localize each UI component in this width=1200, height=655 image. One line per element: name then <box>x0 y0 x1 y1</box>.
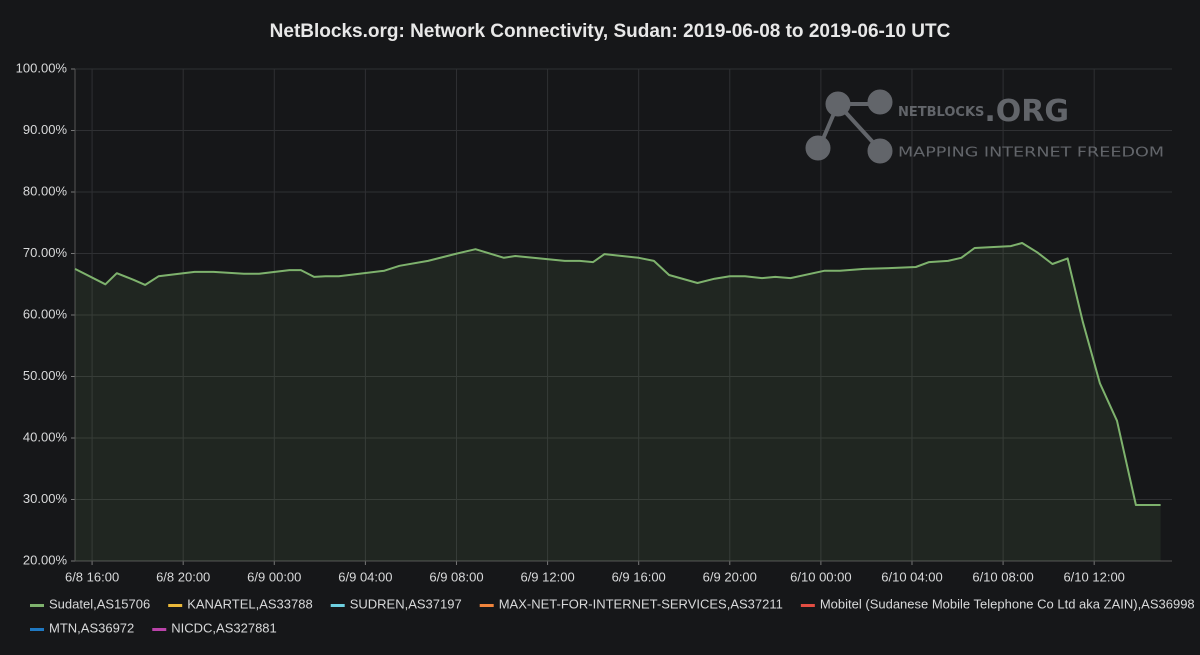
y-tick-label: 20.00% <box>23 552 68 567</box>
legend-swatch <box>800 604 815 607</box>
x-tick-label: 6/9 20:00 <box>703 569 757 584</box>
x-tick-label: 6/10 08:00 <box>972 569 1033 584</box>
watermark-brand: NETBLOCKS.ORG <box>898 94 1069 129</box>
legend-swatch <box>30 604 44 607</box>
x-tick-label: 6/10 00:00 <box>790 569 851 584</box>
chart-title: NetBlocks.org: Network Connectivity, Sud… <box>270 21 951 42</box>
logo-node <box>867 89 893 115</box>
x-tick-label: 6/9 12:00 <box>520 569 574 584</box>
legend-swatch <box>30 628 44 631</box>
logo-node <box>825 91 851 117</box>
logo-node <box>805 135 831 161</box>
series-line <box>74 242 1161 506</box>
watermark-tagline: MAPPING INTERNET FREEDOM <box>898 146 1164 161</box>
watermark-brand-text: NETBLOCKS <box>898 105 984 120</box>
legend-item: NICDC,AS327881 <box>152 620 277 635</box>
x-tick-label: 6/8 20:00 <box>156 569 210 584</box>
x-tick-label: 6/9 16:00 <box>612 569 666 584</box>
legend-item: KANARTEL,AS33788 <box>168 596 313 611</box>
x-tick-label: 6/10 04:00 <box>881 569 942 584</box>
x-tick-label: 6/9 04:00 <box>338 569 392 584</box>
watermark-suffix: .ORG <box>984 94 1069 129</box>
legend-swatch <box>168 604 183 607</box>
legend-item: MAX-NET-FOR-INTERNET-SERVICES,AS37211 <box>479 596 783 611</box>
y-tick-label: 70.00% <box>23 245 68 260</box>
y-tick-label: 90.00% <box>23 122 68 137</box>
legend-label: SUDREN,AS37197 <box>350 596 462 611</box>
legend-item: SUDREN,AS37197 <box>330 596 462 611</box>
legend-item: MTN,AS36972 <box>30 620 134 635</box>
legend-swatch <box>479 604 494 607</box>
legend-item: Mobitel (Sudanese Mobile Telephone Co Lt… <box>800 596 1195 611</box>
legend-swatch <box>330 604 345 607</box>
legend-item: Sudatel,AS15706 <box>30 596 150 611</box>
y-tick-label: 40.00% <box>23 429 68 444</box>
y-tick-label: 80.00% <box>23 183 68 198</box>
legend: Sudatel,AS15706 KANARTEL,AS33788 SUDREN,AS… <box>30 596 1195 635</box>
legend-label: MTN,AS36972 <box>49 620 134 635</box>
y-tick-label: 100.00% <box>16 60 68 75</box>
legend-label: Sudatel,AS15706 <box>49 596 150 611</box>
watermark-logo <box>805 89 893 164</box>
series-area <box>75 243 1161 561</box>
x-tick-label: 6/10 12:00 <box>1063 569 1124 584</box>
y-tick-label: 60.00% <box>23 306 68 321</box>
watermark: NETBLOCKS.ORG MAPPING INTERNET FREEDOM <box>805 89 1164 164</box>
x-tick-label: 6/9 08:00 <box>429 569 483 584</box>
y-tick-label: 50.00% <box>23 368 68 383</box>
plot-area: 20.00% 30.00% 40.00% 50.00% 60.00% 70.00% 80.0… <box>16 60 1172 584</box>
legend-label: MAX-NET-FOR-INTERNET-SERVICES,AS37211 <box>499 596 783 611</box>
legend-swatch <box>152 628 167 631</box>
legend-label: NICDC,AS327881 <box>171 620 277 635</box>
legend-label: Mobitel (Sudanese Mobile Telephone Co Lt… <box>820 596 1195 611</box>
x-tick-label: 6/8 16:00 <box>65 569 119 584</box>
x-tick-label: 6/9 00:00 <box>247 569 301 584</box>
legend-label: KANARTEL,AS33788 <box>187 596 313 611</box>
logo-node <box>867 138 893 164</box>
y-tick-label: 30.00% <box>23 491 68 506</box>
